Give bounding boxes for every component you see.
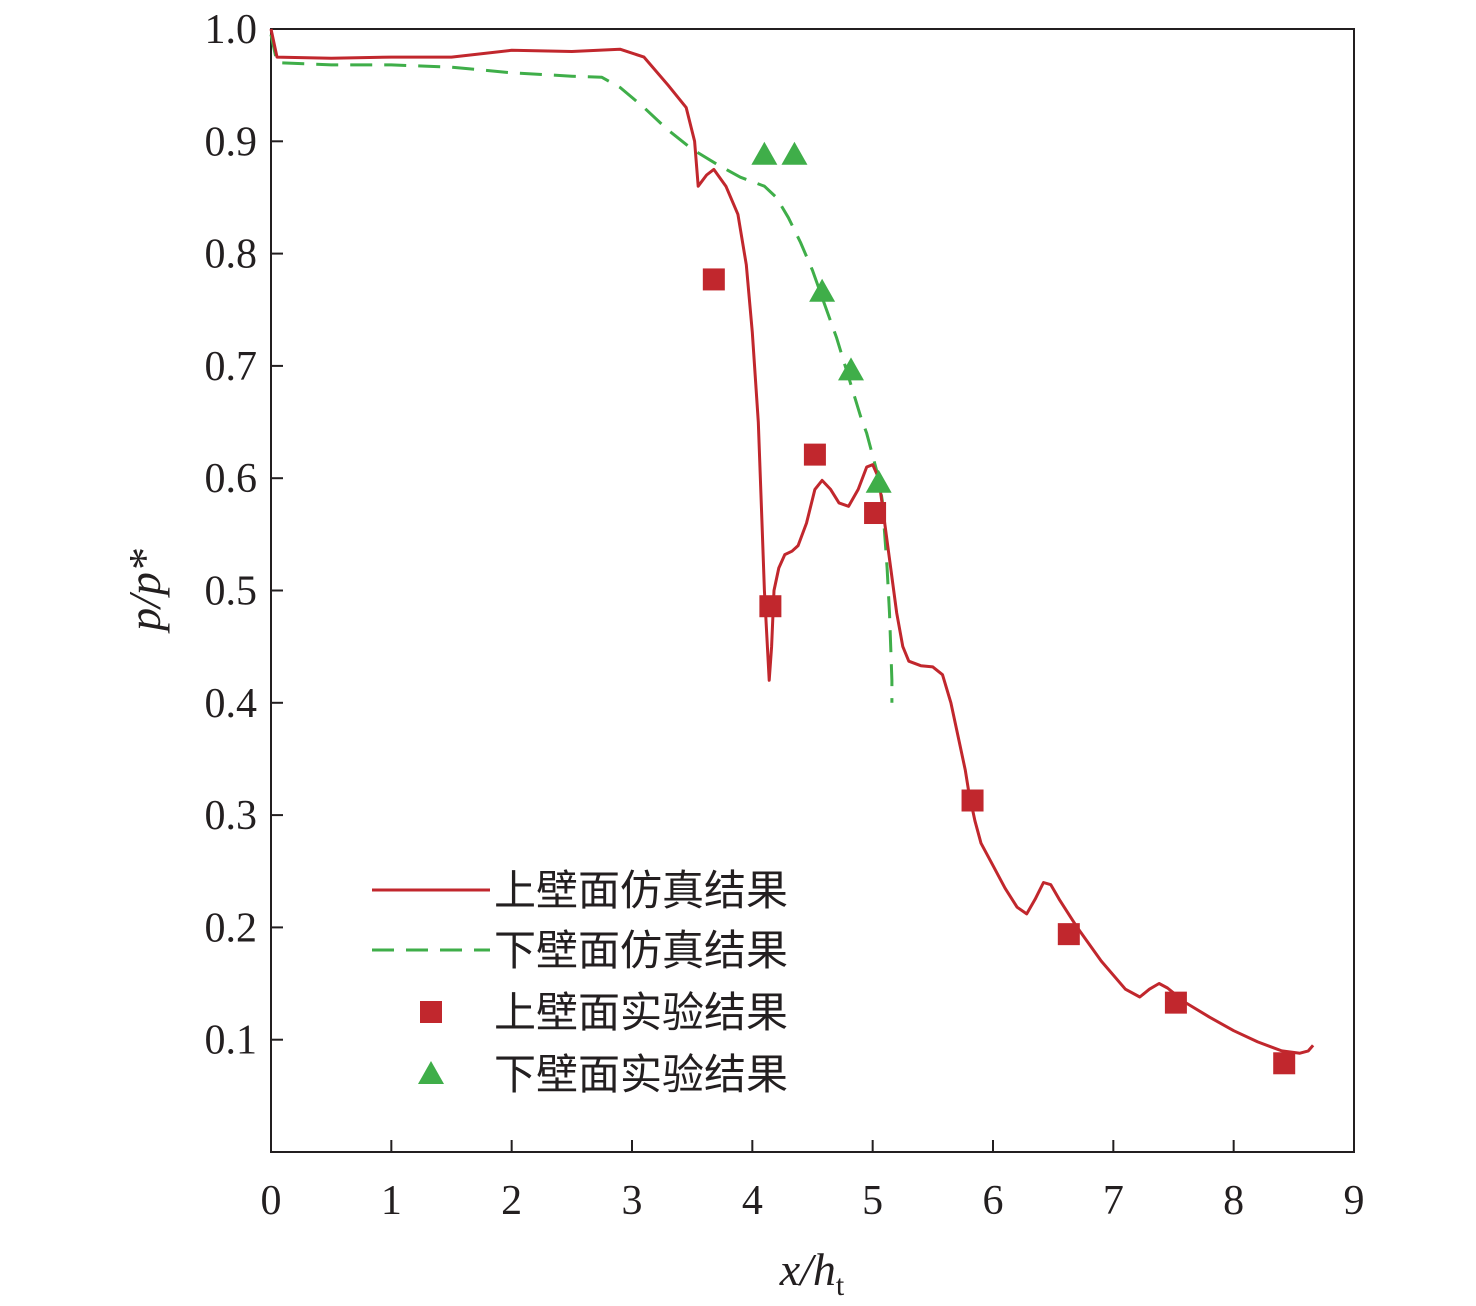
x-tick-label: 5 bbox=[862, 1178, 883, 1224]
x-tick-label: 9 bbox=[1344, 1178, 1365, 1224]
y-tick-label: 0.6 bbox=[205, 456, 258, 502]
legend-label: 下壁面仿真结果 bbox=[494, 926, 788, 975]
x-tick-label: 3 bbox=[622, 1178, 643, 1224]
lower-wall-experiment-point bbox=[751, 141, 778, 165]
legend-label: 上壁面实验结果 bbox=[494, 988, 788, 1037]
legend-label: 下壁面实验结果 bbox=[494, 1050, 788, 1099]
upper-wall-experiment-point bbox=[961, 789, 984, 812]
y-tick-label: 0.1 bbox=[205, 1018, 258, 1064]
legend-label: 上壁面仿真结果 bbox=[494, 866, 788, 915]
x-tick-label: 2 bbox=[501, 1178, 522, 1224]
lower-wall-experiment-point bbox=[838, 357, 865, 381]
upper-wall-experiment-point bbox=[803, 443, 826, 466]
x-tick-label: 0 bbox=[261, 1178, 282, 1224]
lower-wall-experiment-point bbox=[781, 141, 808, 165]
y-axis-ticks: 0.1 0.2 0.3 0.4 0.5 0.6 0.7 0.8 0.9 1.0 bbox=[205, 7, 283, 1064]
legend-triangle-swatch bbox=[418, 1061, 444, 1084]
lower-wall-simulation-line bbox=[269, 34, 894, 703]
x-tick-label: 8 bbox=[1223, 1178, 1244, 1224]
y-axis-title: p/p* bbox=[119, 549, 170, 634]
plot-frame bbox=[270, 28, 1355, 1153]
y-tick-label: 0.4 bbox=[205, 681, 258, 727]
x-axis-title: x/ht bbox=[779, 1244, 845, 1302]
upper-wall-experiment-point bbox=[1057, 923, 1080, 946]
x-tick-label: 1 bbox=[381, 1178, 402, 1224]
x-tick-label: 7 bbox=[1103, 1178, 1124, 1224]
y-tick-label: 0.2 bbox=[205, 905, 258, 951]
y-tick-label: 0.9 bbox=[205, 119, 258, 165]
lower-wall-experiment-point bbox=[865, 469, 892, 493]
upper-wall-experiment-point bbox=[864, 502, 887, 525]
x-tick-label: 4 bbox=[742, 1178, 763, 1224]
y-tick-label: 0.5 bbox=[205, 569, 258, 615]
upper-wall-experiment-point bbox=[1164, 991, 1187, 1014]
x-axis-title-subscript: t bbox=[836, 1269, 845, 1302]
upper-wall-simulation-line bbox=[269, 28, 1315, 1055]
upper-wall-experiment-point bbox=[759, 595, 782, 618]
y-tick-label: 0.7 bbox=[205, 344, 258, 390]
legend-square-swatch bbox=[420, 1001, 442, 1023]
series-layer bbox=[269, 28, 1315, 1075]
y-tick-label: 0.8 bbox=[205, 232, 258, 278]
y-tick-label: 1.0 bbox=[205, 7, 258, 53]
upper-wall-experiment-point bbox=[702, 268, 725, 291]
y-tick-label: 0.3 bbox=[205, 793, 258, 839]
upper-wall-experiment-point bbox=[1273, 1052, 1296, 1075]
x-axis-ticks: 0 1 2 3 4 5 6 7 8 9 bbox=[261, 1140, 1365, 1224]
x-tick-label: 6 bbox=[983, 1178, 1004, 1224]
lower-wall-experiment-point bbox=[809, 278, 836, 302]
